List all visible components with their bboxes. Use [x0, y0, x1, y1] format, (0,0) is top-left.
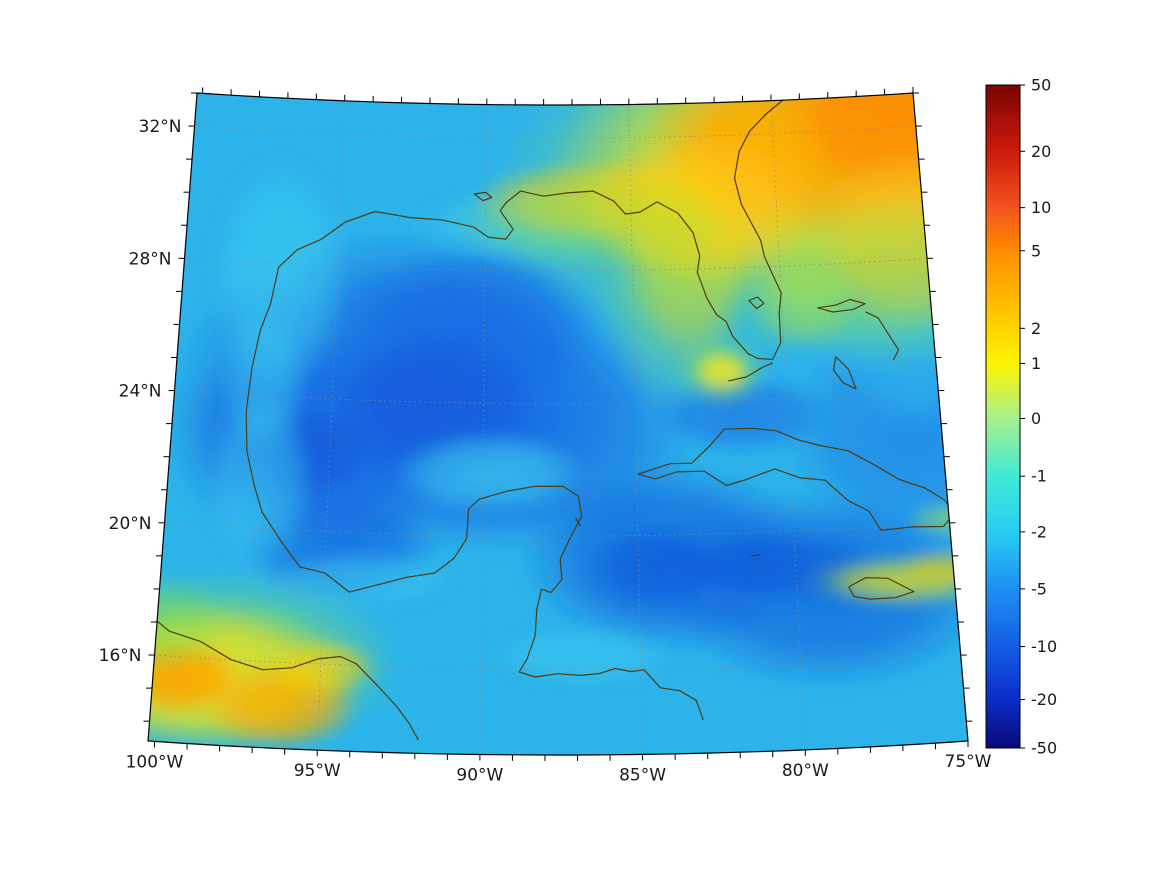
us-gulf-atlantic-coast-coastline: [259, 97, 786, 361]
abaco-eleuthera-coast-coastline: [865, 311, 900, 361]
colorbar-tick-label: -1: [1031, 467, 1047, 486]
lat-tick-label: 24°N: [119, 382, 162, 402]
lon-tick-label: 90°W: [456, 766, 503, 786]
cozumel-island-coastline: [574, 517, 581, 527]
colorbar-tick-label: 2: [1031, 319, 1041, 338]
lon-tick-label: 80°W: [782, 761, 829, 781]
mexico-central-america-coast-coastline: [245, 330, 704, 721]
colorbar-tick-label: 10: [1031, 198, 1051, 217]
lon-tick-labels: 100°W 95°W 90°W 85°W 80°W 75°W: [126, 752, 992, 786]
lat-tick-labels: 32°N 28°N 24°N 20°N 16°N: [99, 117, 182, 666]
lat-tick-label: 20°N: [109, 514, 152, 534]
andros-coast-coastline: [832, 356, 857, 390]
coastlines: [153, 97, 956, 741]
grand-bahama-coast-coastline: [817, 298, 866, 313]
jamaica-coast-coastline: [848, 577, 915, 600]
lat-tick-label: 16°N: [99, 646, 142, 666]
colorbar-tick-label: 20: [1031, 142, 1051, 161]
colorbar-tick-label: -10: [1031, 637, 1057, 656]
edge-ticks: [143, 87, 973, 761]
graticule-parallel: [154, 654, 955, 670]
colorbar-tick-label: 5: [1031, 241, 1041, 260]
lon-tick-label: 95°W: [294, 761, 341, 781]
lake-pontchartrain-coastline: [473, 191, 493, 202]
lat-tick-label: 28°N: [129, 249, 172, 269]
graticule-meridian: [770, 100, 806, 750]
colorbar-tick-label: -2: [1031, 522, 1047, 541]
lon-tick-label: 85°W: [619, 765, 666, 785]
colorbar-tick-label: 0: [1031, 409, 1041, 428]
graticule-parallel: [174, 390, 933, 404]
mexico-pacific-coast-coastline: [153, 618, 419, 741]
colorbar-tick-label: -5: [1031, 579, 1047, 598]
colorbar-tick-label: -20: [1031, 690, 1057, 709]
colorbar-tick-label: 1: [1031, 354, 1041, 373]
graticule: [154, 100, 955, 755]
lon-tick-label: 100°W: [126, 752, 184, 772]
colorbar-tick-label: -50: [1031, 739, 1057, 758]
map-field: [148, 93, 968, 755]
colorbar-tick-label: 50: [1031, 76, 1051, 95]
graticule-parallel: [164, 522, 944, 537]
florida-keys-coastline: [728, 362, 774, 382]
heat-field: [148, 93, 968, 755]
lon-tick-label: 75°W: [945, 752, 992, 772]
colorbar-gradient: [985, 84, 1021, 749]
graticule-meridian: [628, 104, 644, 755]
cayman-island-coastline: [751, 554, 761, 557]
colorbar-ticks: [1020, 84, 1025, 749]
lake-okeechobee-coastline: [748, 296, 765, 310]
lat-tick-label: 32°N: [139, 117, 182, 137]
